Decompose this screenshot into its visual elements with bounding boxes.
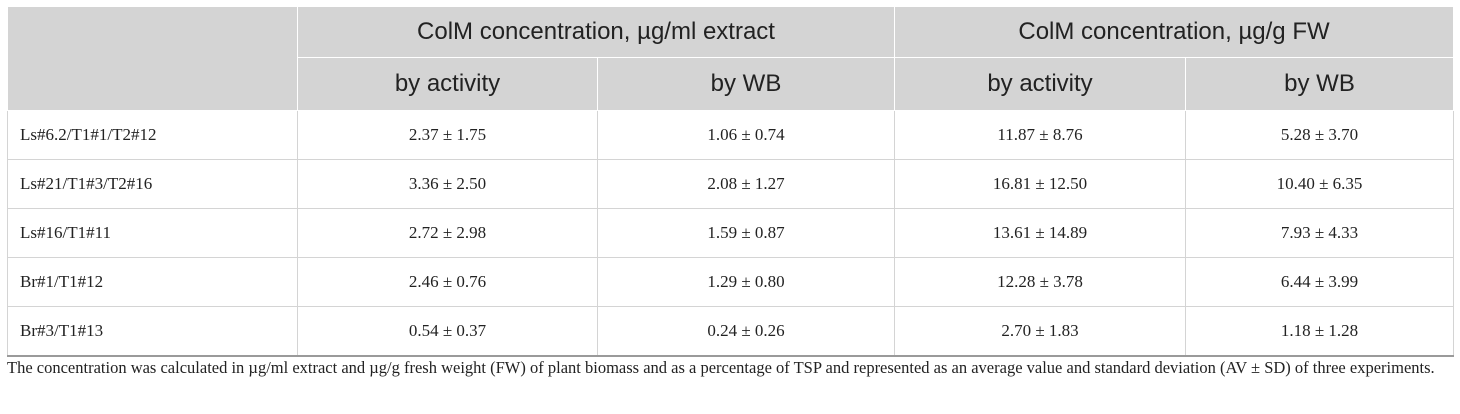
row-label: Ls#21/T1#3/T2#16 (7, 159, 298, 209)
table-footnote: The concentration was calculated in µg/m… (7, 358, 1435, 377)
subheader-fw-wb: by WB (1185, 57, 1454, 111)
cell-fw-wb: 5.28 ± 3.70 (1185, 110, 1454, 160)
cell-fw-activity: 13.61 ± 14.89 (894, 208, 1186, 258)
header-group-fw: ColM concentration, µg/g FW (894, 6, 1454, 58)
cell-extract-activity: 3.36 ± 2.50 (297, 159, 598, 209)
concentration-table: ColM concentration, µg/ml extract ColM c… (7, 6, 1454, 357)
cell-fw-activity: 2.70 ± 1.83 (894, 306, 1186, 357)
table-row: Br#1/T1#12 2.46 ± 0.76 1.29 ± 0.80 12.28… (7, 257, 1454, 307)
table-row: Ls#16/T1#11 2.72 ± 2.98 1.59 ± 0.87 13.6… (7, 208, 1454, 258)
header-group-extract: ColM concentration, µg/ml extract (297, 6, 895, 58)
cell-extract-activity: 0.54 ± 0.37 (297, 306, 598, 357)
cell-fw-wb: 1.18 ± 1.28 (1185, 306, 1454, 357)
row-label: Ls#16/T1#11 (7, 208, 298, 258)
row-label: Br#3/T1#13 (7, 306, 298, 357)
cell-extract-wb: 2.08 ± 1.27 (597, 159, 895, 209)
table-row: Ls#21/T1#3/T2#16 3.36 ± 2.50 2.08 ± 1.27… (7, 159, 1454, 209)
header-row-groups: ColM concentration, µg/ml extract ColM c… (7, 6, 1454, 111)
cell-extract-wb: 0.24 ± 0.26 (597, 306, 895, 357)
cell-fw-activity: 11.87 ± 8.76 (894, 110, 1186, 160)
subheader-extract-activity: by activity (297, 57, 598, 111)
cell-extract-activity: 2.37 ± 1.75 (297, 110, 598, 160)
cell-fw-activity: 12.28 ± 3.78 (894, 257, 1186, 307)
cell-extract-activity: 2.72 ± 2.98 (297, 208, 598, 258)
cell-extract-wb: 1.06 ± 0.74 (597, 110, 895, 160)
row-label: Ls#6.2/T1#1/T2#12 (7, 110, 298, 160)
cell-fw-wb: 6.44 ± 3.99 (1185, 257, 1454, 307)
subheader-fw-activity: by activity (894, 57, 1186, 111)
header-empty-cell (7, 6, 298, 111)
cell-extract-wb: 1.29 ± 0.80 (597, 257, 895, 307)
data-table-container: ColM concentration, µg/ml extract ColM c… (7, 6, 1454, 357)
cell-extract-activity: 2.46 ± 0.76 (297, 257, 598, 307)
subheader-extract-wb: by WB (597, 57, 895, 111)
cell-fw-activity: 16.81 ± 12.50 (894, 159, 1186, 209)
cell-extract-wb: 1.59 ± 0.87 (597, 208, 895, 258)
cell-fw-wb: 10.40 ± 6.35 (1185, 159, 1454, 209)
table-header: ColM concentration, µg/ml extract ColM c… (7, 6, 1454, 111)
table-row: Ls#6.2/T1#1/T2#12 2.37 ± 1.75 1.06 ± 0.7… (7, 110, 1454, 160)
cell-fw-wb: 7.93 ± 4.33 (1185, 208, 1454, 258)
table-body: Ls#6.2/T1#1/T2#12 2.37 ± 1.75 1.06 ± 0.7… (7, 110, 1454, 357)
row-label: Br#1/T1#12 (7, 257, 298, 307)
table-row: Br#3/T1#13 0.54 ± 0.37 0.24 ± 0.26 2.70 … (7, 306, 1454, 357)
header-row-subheaders: by activity by WB by activity by WB (8, 57, 1454, 111)
